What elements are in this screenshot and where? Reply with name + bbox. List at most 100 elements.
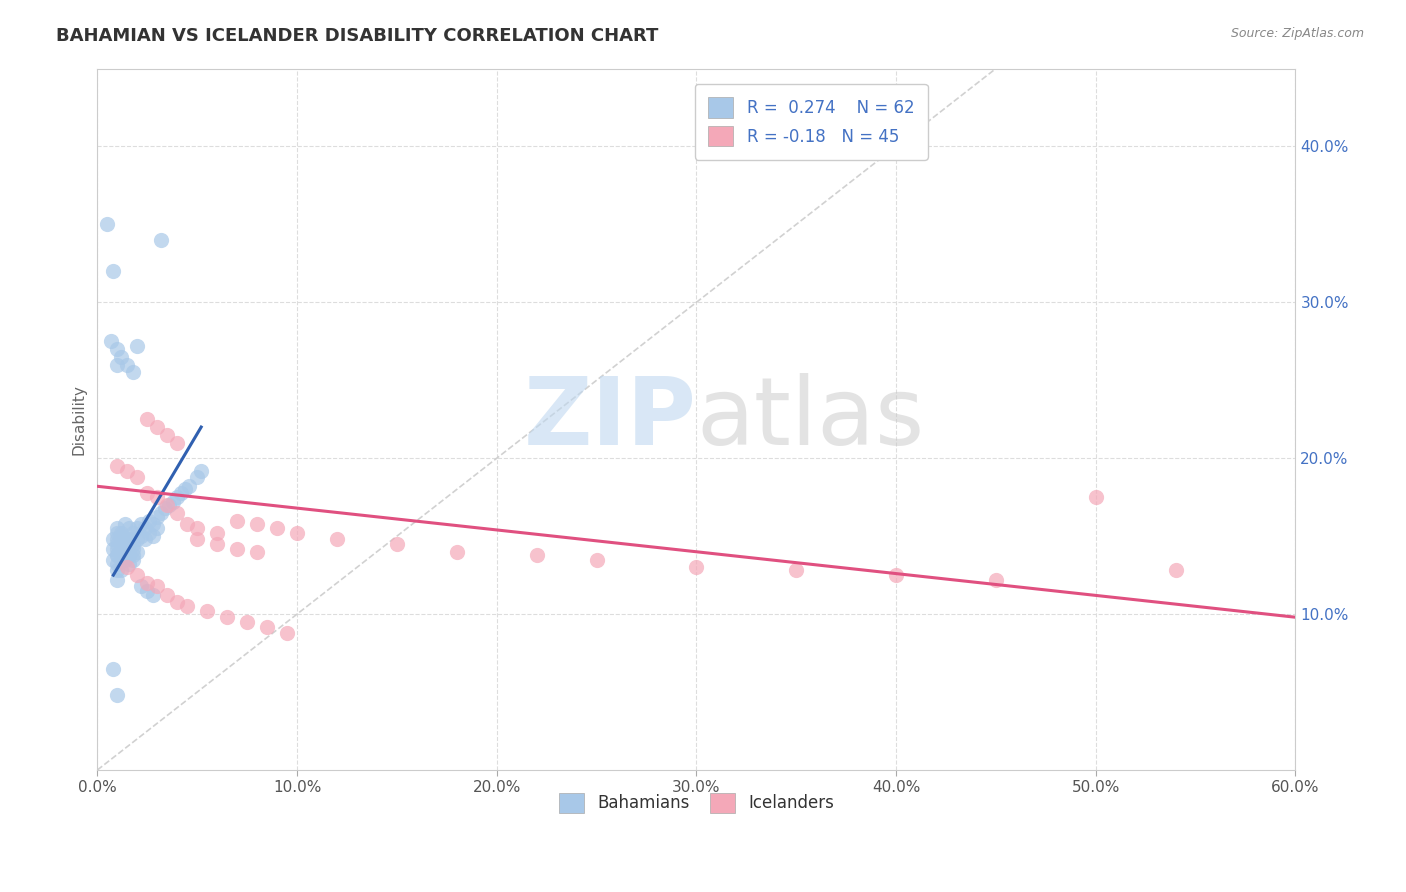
Point [179,479,201,493]
Point [114,541,136,556]
Point [117,560,139,574]
Point [117,358,139,372]
Point [117,464,139,478]
Point [110,552,132,566]
Point [110,350,132,364]
Legend: Bahamians, Icelanders: Bahamians, Icelanders [547,781,845,825]
Point [103,662,125,676]
Text: Source: ZipAtlas.com: Source: ZipAtlas.com [1230,27,1364,40]
Point [142,529,165,543]
Point [156,588,179,602]
Text: BAHAMIAN VS ICELANDER DISABILITY CORRELATION CHART: BAHAMIAN VS ICELANDER DISABILITY CORRELA… [56,27,658,45]
Point [127,521,149,535]
Point [118,521,141,535]
Point [176,516,198,531]
Point [127,339,149,353]
Point [246,516,269,531]
Point [136,576,159,591]
Point [105,537,128,551]
Point [142,516,165,531]
Point [110,529,132,543]
Point [138,514,160,528]
Point [146,579,169,593]
Point [118,533,141,547]
Point [984,573,1007,587]
Text: atlas: atlas [696,373,925,466]
Point [884,568,907,582]
Point [156,427,179,442]
Point [114,516,136,531]
Y-axis label: Disability: Disability [72,384,86,455]
Point [276,625,298,640]
Point [110,533,132,547]
Point [114,552,136,566]
Point [186,470,208,484]
Point [157,498,180,512]
Point [785,564,807,578]
Point [110,564,132,578]
Point [118,548,141,562]
Point [1164,564,1187,578]
Point [118,545,141,559]
Point [122,366,145,380]
Point [129,579,152,593]
Point [526,548,548,562]
Point [166,594,188,608]
Point [105,573,128,587]
Point [186,533,208,547]
Point [114,533,136,547]
Point [105,541,128,556]
Point [166,435,188,450]
Point [100,334,122,349]
Point [1084,490,1107,504]
Point [256,619,278,633]
Point [146,490,169,504]
Point [105,548,128,562]
Point [118,537,141,551]
Point [105,548,128,562]
Point [446,545,468,559]
Point [195,604,218,618]
Point [176,599,198,614]
Point [236,615,259,629]
Point [174,483,197,497]
Point [105,533,128,547]
Point [326,533,349,547]
Point [118,558,141,572]
Point [105,688,128,702]
Point [129,516,152,531]
Point [150,506,173,520]
Point [186,521,208,535]
Point [127,533,149,547]
Point [136,485,159,500]
Point [127,545,149,559]
Point [266,521,288,535]
Point [685,560,707,574]
Point [105,358,128,372]
Point [138,526,160,541]
Point [226,514,249,528]
Point [110,545,132,559]
Point [105,521,128,535]
Point [129,529,152,543]
Point [246,545,269,559]
Point [114,545,136,559]
Point [96,218,118,232]
Point [110,526,132,541]
Point [105,564,128,578]
Point [127,470,149,484]
Point [170,485,193,500]
Point [105,458,128,473]
Point [114,533,136,547]
Point [110,541,132,556]
Point [142,588,165,602]
Point [205,526,228,541]
Point [105,526,128,541]
Point [285,526,308,541]
Point [146,510,169,524]
Point [103,533,125,547]
Point [190,464,212,478]
Point [136,583,159,598]
Point [122,552,145,566]
Point [103,552,125,566]
